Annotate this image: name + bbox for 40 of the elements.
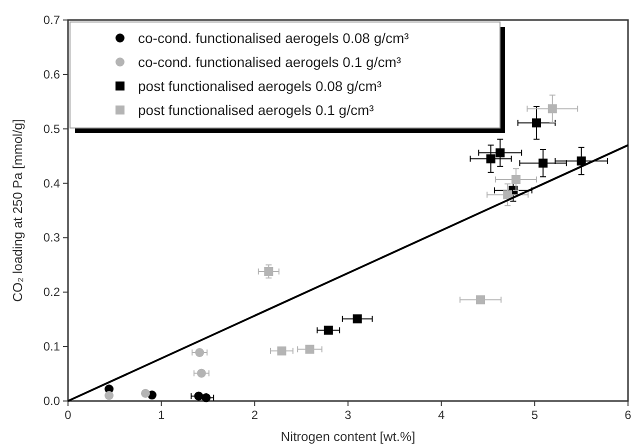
point [503, 190, 512, 200]
y-tick-label: 0.4 [43, 176, 60, 190]
point [196, 368, 206, 378]
point [277, 346, 286, 356]
legend-label: co-cond. functionalised aerogels 0.1 g/cm³ [138, 54, 402, 70]
point [202, 393, 211, 402]
y-tick-label: 0.3 [43, 230, 60, 245]
point [486, 154, 496, 164]
point [305, 344, 314, 354]
y-tick-label: 0.0 [43, 394, 60, 408]
y-tick-label: 0.1 [43, 340, 60, 354]
point [140, 388, 150, 398]
point [576, 156, 586, 166]
y-tick-label: 0.7 [43, 13, 60, 27]
point [496, 148, 505, 158]
x-tick-label: 6 [624, 408, 632, 422]
point [195, 348, 204, 358]
point [548, 104, 557, 114]
x-tick-label: 4 [438, 408, 445, 422]
point [532, 118, 542, 128]
x-axis-title: Nitrogen content [wt.%] [280, 429, 416, 444]
x-tick-label: 5 [531, 408, 538, 422]
legend-label: post functionalised aerogels 0.1 g/cm³ [138, 102, 374, 118]
x-tick-label: 1 [158, 408, 165, 422]
y-tick-label: 0.6 [43, 67, 60, 82]
y-tick-label: 0.2 [43, 285, 60, 300]
y-tick-label: 0.5 [43, 122, 60, 136]
point [324, 326, 333, 335]
legend-label: co-cond. functionalised aerogels 0.08 g/cm³ [138, 30, 410, 46]
x-tick-label: 2 [251, 408, 258, 422]
point [352, 314, 362, 324]
point [264, 266, 274, 276]
x-tick-label: 0 [64, 408, 72, 422]
point [104, 391, 114, 400]
x-tick-label: 3 [344, 408, 352, 422]
point [512, 174, 520, 184]
legend-label: post functionalised aerogels 0.08 g/cm³ [138, 78, 382, 94]
point [538, 158, 548, 168]
y-axis-title: CO₂ loading at 250 Pa [mmol/g] [10, 119, 25, 302]
point [476, 295, 486, 304]
